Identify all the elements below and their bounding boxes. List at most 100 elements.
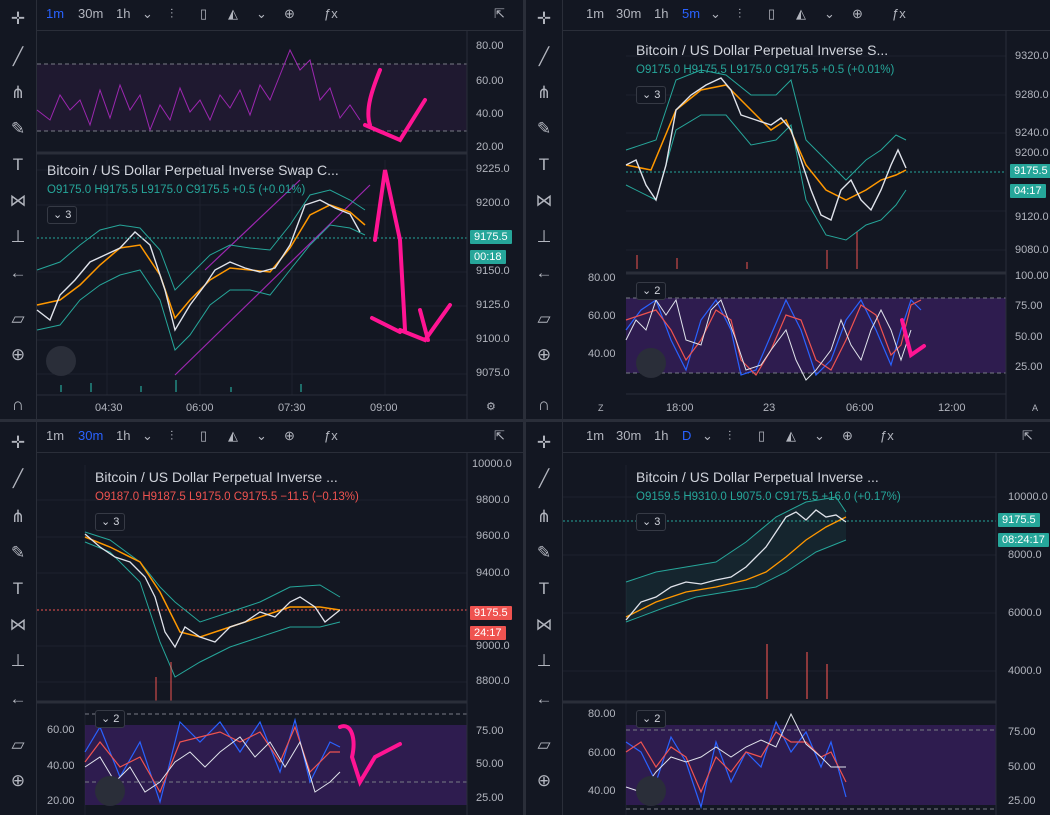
crosshair-icon[interactable]: ✛ <box>536 9 552 28</box>
timeframe-1m[interactable]: 1m <box>46 428 65 443</box>
back-arrow-icon[interactable]: ← <box>535 263 553 282</box>
timeframe-1m[interactable]: 1m <box>586 428 605 443</box>
pane-separator[interactable] <box>0 419 1050 422</box>
add-indicator-icon[interactable]: ⊕ <box>852 6 863 21</box>
oscillator-collapse-badge[interactable]: ⌄ 2 <box>95 710 126 728</box>
pane-separator[interactable] <box>523 0 526 815</box>
back-arrow-icon[interactable]: ← <box>9 263 27 282</box>
timeframe-30m[interactable]: 30m <box>616 6 642 21</box>
crosshair-icon[interactable]: ✛ <box>10 433 26 452</box>
timeframe-1h[interactable]: 1h <box>654 6 669 21</box>
gear-icon[interactable]: ⚙ <box>486 401 496 413</box>
symbol-title[interactable]: Bitcoin / US Dollar Perpetual Inverse ..… <box>636 469 879 485</box>
bar-style-icon[interactable]: ⫶ <box>170 6 174 21</box>
auto-scale-button[interactable]: A <box>1032 403 1039 413</box>
bar-style-icon[interactable]: ⫶ <box>738 6 742 21</box>
measure-icon[interactable]: ⊥ <box>536 651 552 670</box>
bar-style-icon[interactable]: ⫶ <box>170 428 174 443</box>
measure-icon[interactable]: ⊥ <box>536 227 552 246</box>
text-icon[interactable]: T <box>12 155 24 174</box>
area-icon[interactable]: ◭ <box>796 6 806 21</box>
fx-icon[interactable]: ƒx <box>324 6 338 21</box>
zoom-icon[interactable]: ⊕ <box>536 771 552 790</box>
chevron-down-icon[interactable]: ⌄ <box>142 428 153 443</box>
candles-icon[interactable]: ▯ <box>768 6 776 21</box>
brush-icon[interactable]: ✎ <box>536 119 552 138</box>
fx-icon[interactable]: ƒx <box>880 428 894 443</box>
area-icon[interactable]: ◭ <box>786 428 796 443</box>
ruler-icon[interactable]: ▱ <box>537 309 551 328</box>
pitchfork-icon[interactable]: ⋔ <box>10 507 26 526</box>
timeframe-1h[interactable]: 1h <box>116 428 131 443</box>
measure-icon[interactable]: ⊥ <box>10 651 26 670</box>
fx-icon[interactable]: ƒx <box>892 6 906 21</box>
pitchfork-icon[interactable]: ⋔ <box>536 507 552 526</box>
timeframe-30m[interactable]: 30m <box>78 6 104 21</box>
chevron-down-icon[interactable]: ⌄ <box>824 6 835 21</box>
crosshair-icon[interactable]: ✛ <box>10 9 26 28</box>
ruler-icon[interactable]: ▱ <box>11 735 25 754</box>
add-indicator-icon[interactable]: ⊕ <box>284 428 295 443</box>
oscillator-collapse-badge[interactable]: ⌄ 2 <box>636 282 667 300</box>
bar-style-icon[interactable]: ⫶ <box>728 428 732 443</box>
zoom-reset-button[interactable]: Z <box>598 403 604 413</box>
magnet-icon[interactable]: ∩ <box>11 395 25 414</box>
magnet-icon[interactable]: ∩ <box>537 395 551 414</box>
chart-canvas-2[interactable] <box>526 0 1050 419</box>
fullscreen-icon[interactable]: ⇱ <box>494 6 505 21</box>
trendline-icon[interactable]: ╱ <box>538 469 550 488</box>
timeframe-1h[interactable]: 1h <box>116 6 131 21</box>
indicator-collapse-badge[interactable]: ⌄ 3 <box>636 513 667 531</box>
back-arrow-icon[interactable]: ← <box>535 689 553 708</box>
zoom-icon[interactable]: ⊕ <box>536 345 552 364</box>
indicator-collapse-badge[interactable]: ⌄ 3 <box>636 86 667 104</box>
timeframe-30m[interactable]: 30m <box>616 428 642 443</box>
timeframe-30m[interactable]: 30m <box>78 428 104 443</box>
crosshair-icon[interactable]: ✛ <box>536 433 552 452</box>
zoom-icon[interactable]: ⊕ <box>10 771 26 790</box>
oscillator-collapse-badge[interactable]: ⌄ 2 <box>636 710 667 728</box>
area-icon[interactable]: ◭ <box>228 6 238 21</box>
timeframe-1m[interactable]: 1m <box>46 6 65 21</box>
pattern-icon[interactable]: ⋈ <box>9 191 27 210</box>
add-indicator-icon[interactable]: ⊕ <box>842 428 853 443</box>
add-indicator-icon[interactable]: ⊕ <box>284 6 295 21</box>
chart-pane-4[interactable]: ✛ ╱ ⋔ ✎ T ⋈ ⊥ ← ▱ ⊕ 1m 30m 1h D ⌄ ⫶ ▯ ◭ … <box>526 422 1050 815</box>
symbol-title[interactable]: Bitcoin / US Dollar Perpetual Inverse S.… <box>636 42 889 58</box>
chart-canvas-3[interactable] <box>0 422 523 815</box>
zoom-icon[interactable]: ⊕ <box>10 345 26 364</box>
timeframe-5m[interactable]: 5m <box>682 6 701 21</box>
text-icon[interactable]: T <box>12 579 24 598</box>
chevron-down-icon[interactable]: ⌄ <box>256 428 267 443</box>
chart-canvas-4[interactable] <box>526 422 1050 815</box>
fullscreen-icon[interactable]: ⇱ <box>1022 428 1033 443</box>
trendline-icon[interactable]: ╱ <box>12 47 24 66</box>
timeframe-1m[interactable]: 1m <box>586 6 605 21</box>
trendline-icon[interactable]: ╱ <box>12 469 24 488</box>
chevron-down-icon[interactable]: ⌄ <box>814 428 825 443</box>
ruler-icon[interactable]: ▱ <box>537 735 551 754</box>
pattern-icon[interactable]: ⋈ <box>535 191 553 210</box>
candles-icon[interactable]: ▯ <box>758 428 766 443</box>
symbol-title[interactable]: Bitcoin / US Dollar Perpetual Inverse ..… <box>95 469 338 485</box>
candles-icon[interactable]: ▯ <box>200 6 208 21</box>
back-arrow-icon[interactable]: ← <box>9 689 27 708</box>
brush-icon[interactable]: ✎ <box>536 543 552 562</box>
text-icon[interactable]: T <box>538 155 550 174</box>
chevron-down-icon[interactable]: ⌄ <box>702 428 713 443</box>
chart-pane-2[interactable]: ✛ ╱ ⋔ ✎ T ⋈ ⊥ ← ▱ ⊕ ∩ 1m 30m 1h 5m ⌄ ⫶ ▯… <box>526 0 1050 419</box>
fx-icon[interactable]: ƒx <box>324 428 338 443</box>
indicator-collapse-badge[interactable]: ⌄ 3 <box>47 206 78 224</box>
pattern-icon[interactable]: ⋈ <box>9 615 27 634</box>
pitchfork-icon[interactable]: ⋔ <box>536 83 552 102</box>
candles-icon[interactable]: ▯ <box>200 428 208 443</box>
chart-canvas-1[interactable] <box>0 0 523 419</box>
chevron-down-icon[interactable]: ⌄ <box>142 6 153 21</box>
pitchfork-icon[interactable]: ⋔ <box>10 83 26 102</box>
brush-icon[interactable]: ✎ <box>10 119 26 138</box>
chevron-down-icon[interactable]: ⌄ <box>710 6 721 21</box>
timeframe-1h[interactable]: 1h <box>654 428 669 443</box>
chevron-down-icon[interactable]: ⌄ <box>256 6 267 21</box>
pattern-icon[interactable]: ⋈ <box>535 615 553 634</box>
timeframe-d[interactable]: D <box>682 428 692 443</box>
